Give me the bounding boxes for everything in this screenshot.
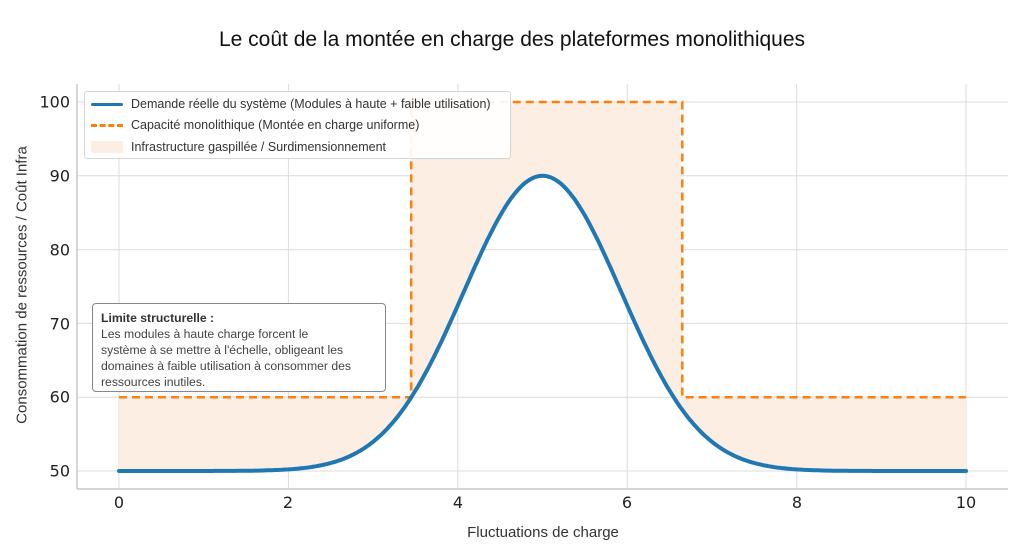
annotation-title: Limite structurelle : <box>101 311 215 325</box>
x-tick-label: 0 <box>113 493 125 512</box>
legend-label: Demande réelle du système (Modules à hau… <box>131 97 491 111</box>
legend-item-demand: Demande réelle du système (Modules à hau… <box>85 94 491 114</box>
solid-line-icon <box>89 97 125 111</box>
y-tick-label: 90 <box>49 166 70 186</box>
x-tick-label: 6 <box>621 493 633 512</box>
legend: Demande réelle du système (Modules à hau… <box>84 91 511 159</box>
x-tick-label: 4 <box>452 493 464 512</box>
x-tick-label: 2 <box>282 493 294 512</box>
y-tick-label: 50 <box>49 461 70 481</box>
legend-label: Infrastructure gaspillée / Surdimensionn… <box>131 140 386 154</box>
demand-curve <box>117 173 968 473</box>
legend-item-capacity: Capacité monolithique (Montée en charge … <box>85 115 419 135</box>
x-tick-label: 8 <box>791 493 803 512</box>
x-tick-label: 10 <box>955 493 977 512</box>
fill-swatch-icon <box>89 140 125 154</box>
y-axis-label: Consommation de ressources / Coût Infra <box>13 146 31 424</box>
dashed-line-icon <box>89 118 125 132</box>
capacity-line <box>119 100 966 399</box>
annotation-box: Limite structurelle : Les modules à haut… <box>92 303 386 392</box>
annotation-line: Les modules à haute charge forcent le <box>101 327 309 341</box>
legend-item-waste: Infrastructure gaspillée / Surdimensionn… <box>85 137 386 157</box>
y-tick-label: 80 <box>49 240 70 260</box>
y-tick-label: 100 <box>39 92 70 112</box>
annotation-line: ressources inutiles. <box>101 375 206 389</box>
x-axis-label: Fluctuations de charge <box>467 524 619 541</box>
legend-label: Capacité monolithique (Montée en charge … <box>131 118 420 132</box>
chart-title: Le coût de la montée en charge des plate… <box>218 28 806 51</box>
annotation-line: système à se mettre à l'échelle, obligea… <box>101 343 344 357</box>
y-tick-label: 70 <box>49 314 70 334</box>
y-tick-label: 60 <box>49 387 70 407</box>
annotation-line: domaines à faible utilisation à consomme… <box>101 359 351 373</box>
